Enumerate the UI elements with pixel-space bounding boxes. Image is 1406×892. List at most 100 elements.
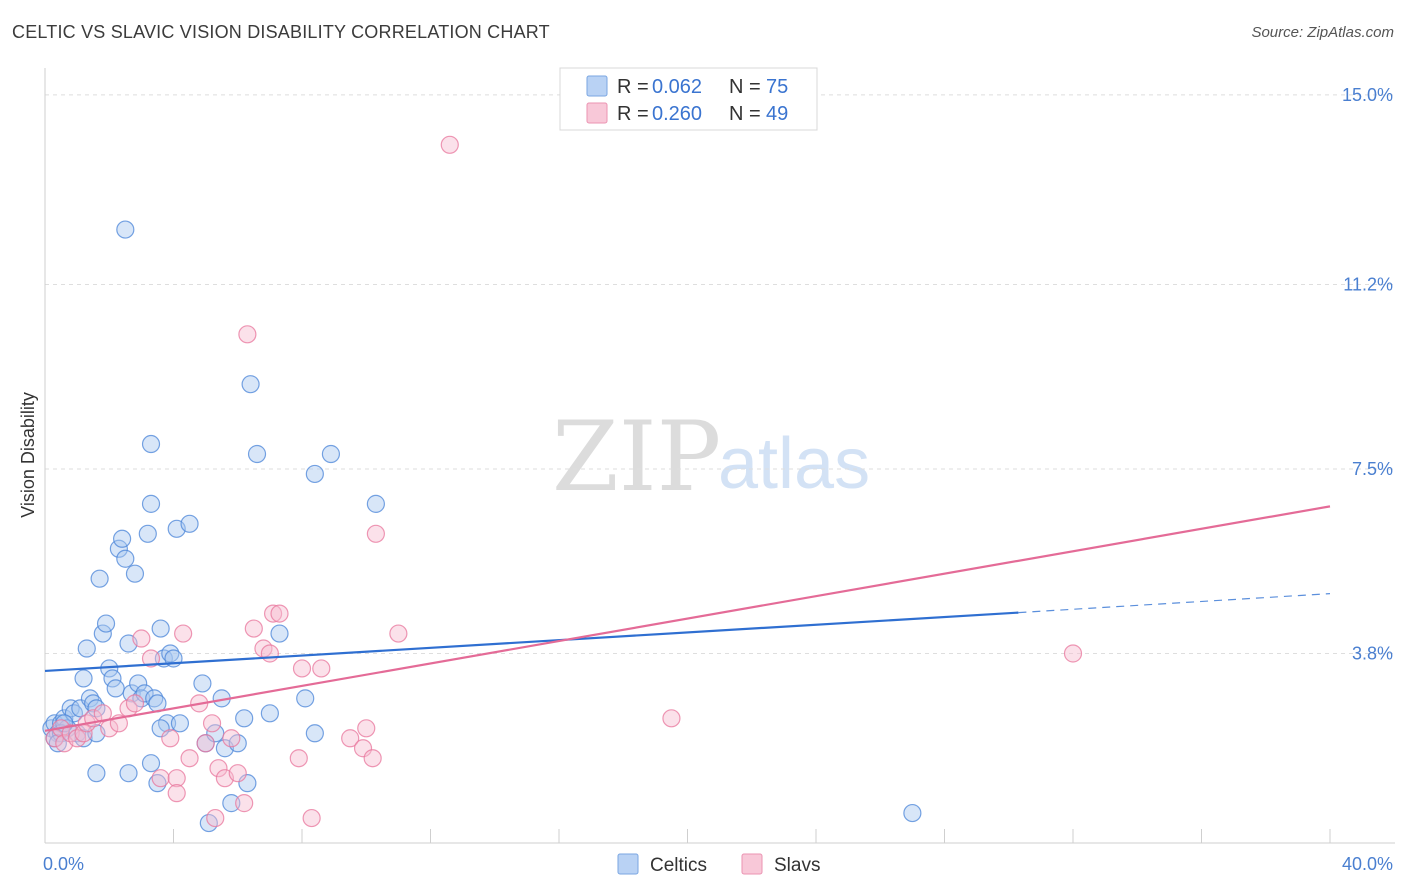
legend-r-label-celtics: R = xyxy=(617,76,649,98)
slavs-point xyxy=(238,325,257,344)
y-tick-labels: 3.8% 7.5% 11.2% 15.0% xyxy=(1342,85,1393,664)
celtics-point xyxy=(61,699,80,718)
celtics-point xyxy=(270,624,289,643)
slavs-point xyxy=(244,619,263,638)
celtics-point xyxy=(116,549,135,568)
celtics-point xyxy=(80,689,100,708)
celtics-point xyxy=(135,684,154,703)
legend-n-value-celtics: 75 xyxy=(766,76,788,98)
x-tick-labels: 0.0% 40.0% xyxy=(43,854,1393,874)
celtics-point xyxy=(48,734,67,753)
bottom-legend-swatch-slavs xyxy=(741,853,763,875)
y-tick-label: 11.2% xyxy=(1343,274,1393,294)
slavs-point xyxy=(93,704,112,723)
slavs-point xyxy=(1063,644,1083,663)
celtics-points xyxy=(42,220,922,833)
slavs-point xyxy=(353,739,373,758)
y-tick-label: 3.8% xyxy=(1352,643,1393,663)
legend-swatch-slavs xyxy=(586,102,608,124)
celtics-point xyxy=(235,709,254,728)
celtics-point xyxy=(366,494,385,513)
celtics-point xyxy=(112,529,132,548)
celtics-point xyxy=(260,704,279,723)
celtics-point xyxy=(122,684,141,703)
celtics-point xyxy=(161,644,180,663)
celtics-point xyxy=(903,803,922,823)
slavs-point xyxy=(662,709,681,728)
celtics-point xyxy=(141,754,161,773)
legend-n-value-slavs: 49 xyxy=(766,103,788,125)
slavs-point xyxy=(167,784,186,803)
slavs-point xyxy=(312,659,331,678)
celtics-point xyxy=(106,679,125,698)
bottom-legend-label-celtics: Celtics xyxy=(650,855,707,876)
celtics-point xyxy=(74,669,93,688)
slavs-point xyxy=(292,659,312,678)
page-title: CELTIC VS SLAVIC VISION DISABILITY CORRE… xyxy=(12,22,550,42)
celtics-point xyxy=(90,569,109,588)
bottom-legend-label-slavs: Slavs xyxy=(774,855,820,876)
watermark-atlas: atlas xyxy=(718,424,870,504)
celtics-point xyxy=(305,724,324,743)
slavs-point xyxy=(209,759,228,778)
slavs-trend-line xyxy=(44,505,1331,732)
slavs-point xyxy=(196,734,215,753)
slavs-point xyxy=(228,764,247,783)
celtics-point xyxy=(247,444,267,464)
slavs-point xyxy=(202,714,222,733)
slavs-point xyxy=(357,719,376,738)
slavs-point xyxy=(235,794,254,813)
slavs-point xyxy=(161,729,180,748)
slavs-point xyxy=(167,769,186,788)
celtics-point xyxy=(305,464,324,484)
slavs-point xyxy=(206,808,225,828)
bottom-legend: Celtics Slavs xyxy=(617,853,820,876)
legend-r-value-celtics: 0.062 xyxy=(652,76,702,98)
gridlines xyxy=(45,94,1395,654)
legend-r-label-slavs: R = xyxy=(617,103,649,125)
slavs-point xyxy=(174,624,193,643)
axes xyxy=(44,68,1395,844)
x-tick-label: 40.0% xyxy=(1342,854,1393,874)
celtics-point xyxy=(180,514,199,533)
celtics-point xyxy=(77,639,96,658)
celtics-point xyxy=(119,764,138,783)
celtics-point xyxy=(222,794,241,813)
slavs-point xyxy=(363,749,382,768)
celtics-point xyxy=(238,774,257,793)
trend-lines xyxy=(44,505,1331,732)
celtics-point xyxy=(84,694,103,713)
slavs-point xyxy=(366,524,385,543)
legend-n-label-celtics: N = xyxy=(729,76,761,98)
legend-n-label-slavs: N = xyxy=(729,103,761,125)
slavs-point xyxy=(132,629,151,648)
watermark-zip: ZIP xyxy=(552,401,721,513)
source-credit: Source: ZipAtlas.com xyxy=(1251,24,1394,41)
celtics-point xyxy=(103,669,122,688)
celtics-point xyxy=(109,539,128,558)
slavs-point xyxy=(180,749,199,768)
celtics-point xyxy=(151,719,170,738)
celtics-point xyxy=(116,220,135,239)
slavs-point xyxy=(270,604,289,623)
slavs-point xyxy=(289,749,308,768)
celtics-point xyxy=(138,524,157,543)
y-tick-label: 7.5% xyxy=(1352,459,1393,479)
celtics-trend-line xyxy=(44,611,1019,673)
slavs-point xyxy=(125,694,145,713)
y-axis-title: Vision Disability xyxy=(18,392,38,518)
celtics-point xyxy=(129,674,148,693)
slavs-point xyxy=(440,135,459,154)
celtics-point xyxy=(125,564,145,583)
legend-box: R = 0.062 N = 75 R = 0.260 N = 49 xyxy=(559,67,818,131)
x-tick-label: 0.0% xyxy=(43,854,84,874)
celtics-point xyxy=(241,375,260,394)
legend-swatch-celtics xyxy=(586,75,608,97)
celtics-point xyxy=(141,434,161,454)
slavs-point xyxy=(389,624,408,643)
slavs-point xyxy=(302,808,321,828)
celtics-point xyxy=(141,494,161,513)
celtics-point xyxy=(148,774,167,793)
celtics-point xyxy=(93,624,112,643)
